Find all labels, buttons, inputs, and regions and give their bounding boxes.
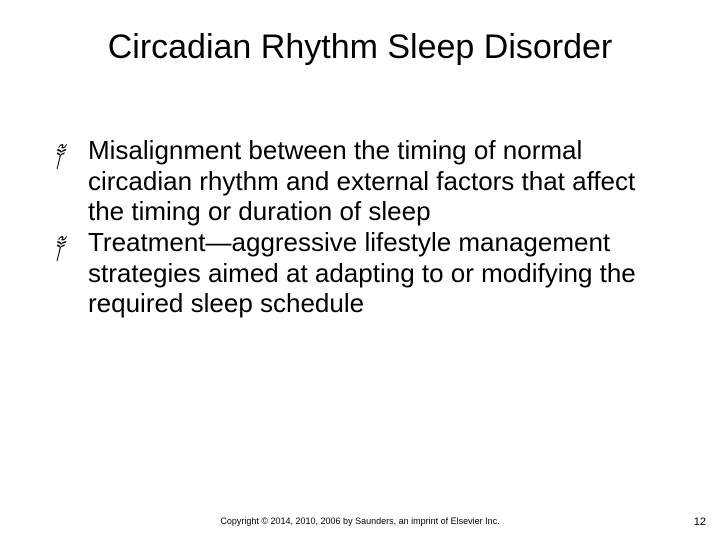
slide-content: ༈ Misalignment between the timing of nor… (48, 135, 672, 319)
bullet-icon: ༈ (54, 231, 65, 257)
bullet-list: ༈ Misalignment between the timing of nor… (48, 135, 672, 319)
page-number: 12 (694, 516, 706, 528)
list-item: ༈ Misalignment between the timing of nor… (48, 135, 672, 227)
bullet-text: Treatment—aggressive lifestyle managemen… (88, 227, 636, 318)
copyright-text: Copyright © 2014, 2010, 2006 by Saunders… (0, 516, 720, 526)
bullet-text: Misalignment between the timing of norma… (88, 135, 635, 226)
bullet-icon: ༈ (54, 139, 65, 165)
slide: Circadian Rhythm Sleep Disorder ༈ Misali… (0, 0, 720, 540)
list-item: ༈ Treatment—aggressive lifestyle managem… (48, 227, 672, 319)
slide-title: Circadian Rhythm Sleep Disorder (0, 28, 720, 67)
